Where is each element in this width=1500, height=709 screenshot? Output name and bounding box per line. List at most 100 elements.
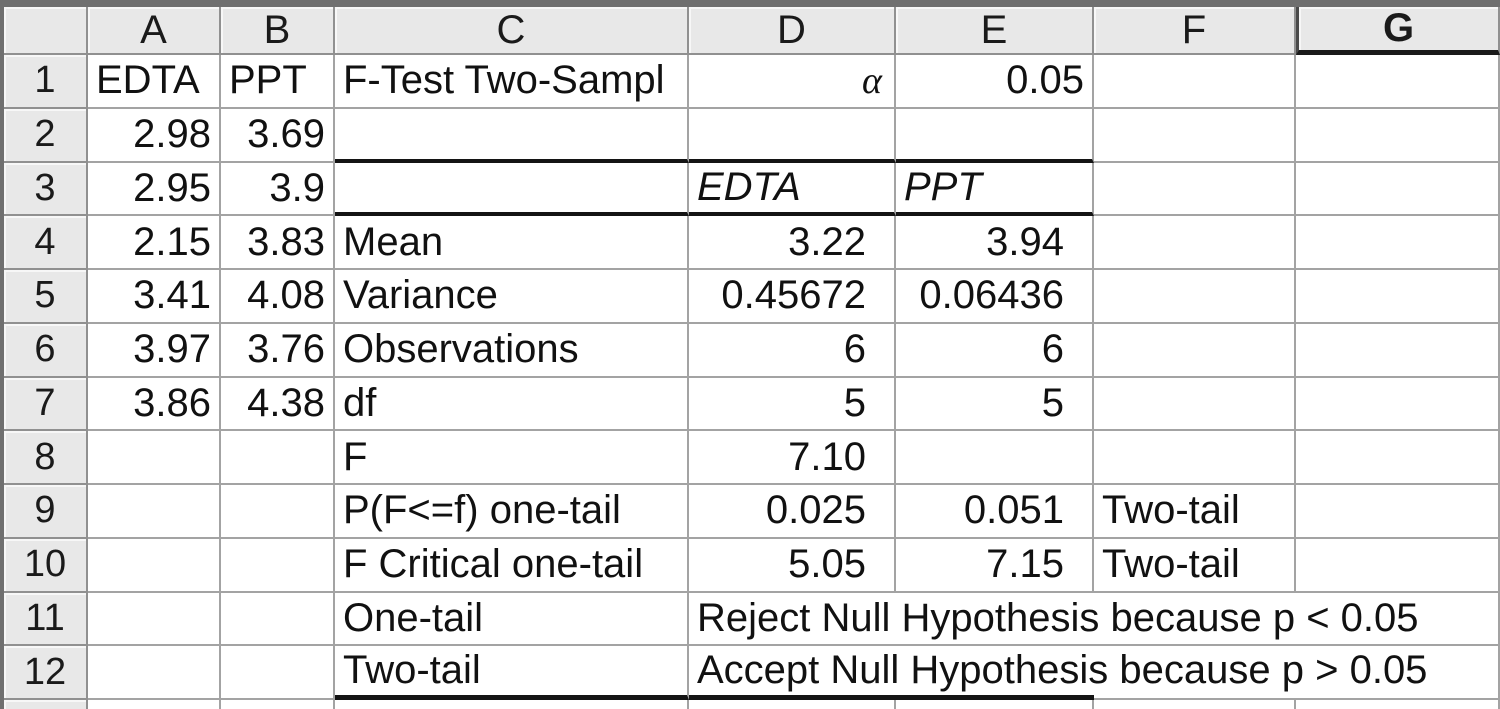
- cell-d13-partial[interactable]: [689, 700, 896, 709]
- select-all-corner[interactable]: [4, 7, 88, 55]
- cell-b3[interactable]: 3.9: [221, 162, 335, 217]
- cell-f7[interactable]: [1094, 377, 1296, 432]
- cell-g5[interactable]: [1296, 270, 1500, 324]
- cell-b5[interactable]: 4.08: [221, 270, 335, 324]
- cell-d11[interactable]: Reject Null Hypothesis because p < 0.05: [689, 593, 1419, 647]
- cell-f2[interactable]: [1094, 108, 1296, 163]
- cell-f10[interactable]: Two-tail: [1094, 538, 1296, 593]
- row-header-2[interactable]: 2: [4, 108, 88, 163]
- cell-d10[interactable]: 5.05: [689, 538, 896, 593]
- cell-b11[interactable]: [221, 592, 335, 647]
- cell-a5[interactable]: 3.41: [88, 270, 221, 324]
- cell-c6[interactable]: Observations: [335, 323, 689, 378]
- row-header-4[interactable]: 4: [4, 216, 88, 270]
- cell-c8[interactable]: F: [335, 431, 689, 485]
- cell-g12[interactable]: [1296, 646, 1500, 700]
- cell-a1[interactable]: EDTA: [88, 55, 221, 109]
- cell-d9[interactable]: 0.025: [689, 485, 896, 539]
- cell-e8[interactable]: [896, 431, 1094, 485]
- cell-e5[interactable]: 0.06436: [896, 270, 1094, 324]
- cell-c12[interactable]: Two-tail: [335, 646, 689, 700]
- cell-d1[interactable]: α: [689, 55, 896, 109]
- column-header-f[interactable]: F: [1094, 7, 1296, 55]
- cell-e11[interactable]: [896, 593, 1094, 647]
- column-header-a[interactable]: A: [88, 7, 221, 55]
- cell-f4[interactable]: [1094, 216, 1296, 270]
- cell-f11[interactable]: [1094, 593, 1296, 647]
- cell-a12[interactable]: [88, 646, 221, 700]
- cell-f13-partial[interactable]: [1094, 700, 1296, 709]
- column-header-e[interactable]: E: [896, 7, 1094, 55]
- cell-b7[interactable]: 4.38: [221, 377, 335, 432]
- cell-g9[interactable]: [1296, 485, 1500, 539]
- cell-c2[interactable]: [335, 108, 689, 163]
- column-header-g[interactable]: G: [1296, 7, 1500, 55]
- cell-c11[interactable]: One-tail: [335, 592, 689, 647]
- cell-d6[interactable]: 6: [689, 323, 896, 378]
- cell-e3[interactable]: PPT: [896, 162, 1094, 217]
- cell-g2[interactable]: [1296, 108, 1500, 163]
- row-header-1[interactable]: 1: [4, 55, 88, 109]
- cell-g1[interactable]: [1296, 55, 1500, 109]
- cell-f8[interactable]: [1094, 431, 1296, 485]
- cell-d2[interactable]: [689, 108, 896, 163]
- cell-g8[interactable]: [1296, 431, 1500, 485]
- cell-f6[interactable]: [1094, 323, 1296, 378]
- row-header-9[interactable]: 9: [4, 485, 88, 539]
- cell-d7[interactable]: 5: [689, 377, 896, 432]
- cell-a8[interactable]: [88, 431, 221, 485]
- row-header-5[interactable]: 5: [4, 270, 88, 324]
- cell-a13-partial[interactable]: [88, 700, 221, 709]
- cell-c1[interactable]: F-Test Two-Sampl: [335, 55, 689, 109]
- cell-b10[interactable]: [221, 538, 335, 593]
- cell-a10[interactable]: [88, 538, 221, 593]
- cell-d12[interactable]: Accept Null Hypothesis because p > 0.05: [689, 646, 1427, 700]
- cell-g3[interactable]: [1296, 162, 1500, 217]
- row-header-8[interactable]: 8: [4, 431, 88, 485]
- cell-c7[interactable]: df: [335, 377, 689, 432]
- cell-b13-partial[interactable]: [221, 700, 335, 709]
- cell-b9[interactable]: [221, 485, 335, 539]
- row-header-6[interactable]: 6: [4, 323, 88, 378]
- cell-f5[interactable]: [1094, 270, 1296, 324]
- cell-g11[interactable]: [1296, 592, 1500, 647]
- cell-g4[interactable]: [1296, 216, 1500, 270]
- cell-e13-partial[interactable]: [896, 700, 1094, 709]
- cell-f3[interactable]: [1094, 162, 1296, 217]
- column-header-b[interactable]: B: [221, 7, 335, 55]
- cell-g13-partial[interactable]: [1296, 700, 1500, 709]
- column-header-c[interactable]: C: [335, 7, 689, 55]
- cell-a9[interactable]: [88, 485, 221, 539]
- cell-b1[interactable]: PPT: [221, 55, 335, 109]
- cell-e4[interactable]: 3.94: [896, 216, 1094, 270]
- cell-a7[interactable]: 3.86: [88, 377, 221, 432]
- row-header-3[interactable]: 3: [4, 162, 88, 217]
- cell-a4[interactable]: 2.15: [88, 216, 221, 270]
- cell-c10[interactable]: F Critical one-tail: [335, 538, 689, 593]
- cell-a11[interactable]: [88, 592, 221, 647]
- column-header-d[interactable]: D: [689, 7, 896, 55]
- cell-f12[interactable]: [1094, 646, 1296, 700]
- cell-d4[interactable]: 3.22: [689, 216, 896, 270]
- cell-e1[interactable]: 0.05: [896, 55, 1094, 109]
- cell-b8[interactable]: [221, 431, 335, 485]
- row-header-7[interactable]: 7: [4, 377, 88, 432]
- cell-a3[interactable]: 2.95: [88, 162, 221, 217]
- cell-g7[interactable]: [1296, 377, 1500, 432]
- cell-e7[interactable]: 5: [896, 377, 1094, 432]
- cell-e6[interactable]: 6: [896, 323, 1094, 378]
- cell-c13-partial[interactable]: [335, 700, 689, 709]
- cell-b2[interactable]: 3.69: [221, 108, 335, 163]
- row-header-13-partial[interactable]: [4, 700, 88, 709]
- cell-b12[interactable]: [221, 646, 335, 700]
- cell-d3[interactable]: EDTA: [689, 162, 896, 217]
- cell-d8[interactable]: 7.10: [689, 431, 896, 485]
- cell-f1[interactable]: [1094, 55, 1296, 109]
- cell-e10[interactable]: 7.15: [896, 538, 1094, 593]
- cell-c3[interactable]: [335, 162, 689, 217]
- cell-b6[interactable]: 3.76: [221, 323, 335, 378]
- cell-c5[interactable]: Variance: [335, 270, 689, 324]
- cell-b4[interactable]: 3.83: [221, 216, 335, 270]
- cell-f9[interactable]: Two-tail: [1094, 485, 1296, 539]
- cell-g10[interactable]: [1296, 538, 1500, 593]
